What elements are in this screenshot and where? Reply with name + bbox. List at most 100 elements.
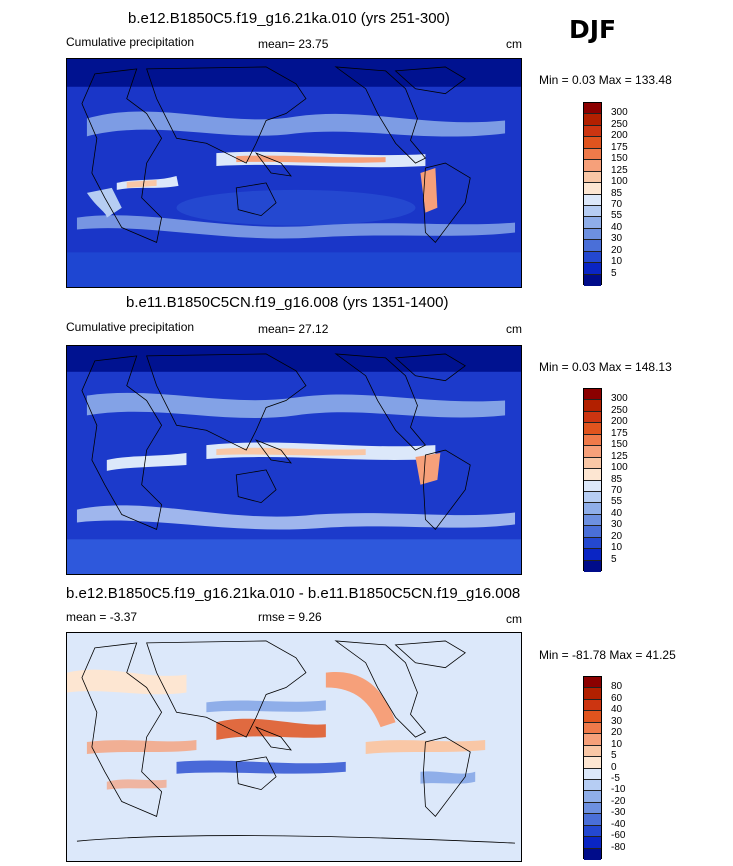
colorbar-swatch [584, 446, 601, 458]
colorbar-swatch [584, 745, 601, 758]
colorbar-tick-label: 10 [611, 256, 623, 268]
colorbar-tick-label: 300 [611, 393, 628, 405]
rmse-label: rmse = 9.26 [258, 610, 322, 624]
colorbar-swatch [584, 205, 601, 218]
colorbar-tick-label: 175 [611, 427, 628, 439]
colorbar-tick-label: 40 [611, 704, 623, 716]
colorbar-tick-label: 200 [611, 416, 628, 428]
colorbar-tick-label: 175 [611, 141, 628, 153]
colorbar-swatch [584, 722, 601, 735]
colorbar-swatch [584, 699, 601, 712]
colorbar-swatch [584, 677, 601, 689]
colorbar-swatch [584, 688, 601, 700]
colorbar-swatch [584, 434, 601, 447]
colorbar-tick-label: 150 [611, 439, 628, 451]
colorbar-tick-label: 30 [611, 233, 623, 245]
difference-map-graphic [67, 633, 521, 861]
min-max-label: Min = -81.78 Max = 41.25 [539, 648, 676, 662]
colorbar-tick-label: 40 [611, 221, 623, 233]
units-label: cm [506, 37, 522, 51]
difference-map [66, 632, 522, 862]
colorbar-swatch [584, 537, 601, 550]
colorbar-swatch [584, 240, 601, 252]
colorbar-swatch [584, 549, 601, 561]
variable-label: Cumulative precipitation [66, 320, 195, 334]
mean-label: mean= 23.75 [258, 37, 329, 51]
precip-map-graphic [67, 59, 521, 287]
colorbar-tick-label: 60 [611, 692, 623, 704]
colorbar-swatch [584, 400, 601, 412]
colorbar-tick-label: 100 [611, 176, 628, 188]
colorbar-swatch [584, 791, 601, 803]
panel-title: b.e11.B1850C5CN.f19_g16.008 (yrs 1351-14… [126, 294, 449, 311]
colorbar-tick-label: 125 [611, 164, 628, 176]
colorbar-swatch [584, 217, 601, 229]
colorbar-swatch [584, 274, 601, 286]
colorbar-tick-label: 80 [611, 681, 623, 693]
colorbar-tick-label: -20 [611, 795, 626, 807]
colorbar-swatch [584, 423, 601, 435]
colorbar-swatch [584, 757, 601, 769]
colorbar [583, 388, 602, 572]
mean-label: mean= 27.12 [258, 322, 329, 336]
colorbar-tick-label: 70 [611, 484, 623, 496]
colorbar-swatch [584, 263, 601, 275]
colorbar-tick-label: 200 [611, 130, 628, 142]
colorbar-swatch [584, 228, 601, 241]
colorbar-swatch [584, 560, 601, 572]
colorbar [583, 676, 602, 860]
colorbar-swatch [584, 137, 601, 149]
colorbar-tick-label: 70 [611, 198, 623, 210]
colorbar-swatch [584, 411, 601, 424]
colorbar-swatch [584, 171, 601, 184]
colorbar-tick-label: -80 [611, 841, 626, 853]
colorbar-tick-label: 125 [611, 450, 628, 462]
colorbar-tick-label: 250 [611, 404, 628, 416]
min-max-label: Min = 0.03 Max = 133.48 [539, 73, 672, 87]
colorbar-swatch [584, 469, 601, 481]
colorbar-tick-label: 40 [611, 507, 623, 519]
variable-label: Cumulative precipitation [66, 35, 195, 49]
colorbar-tick-label: 85 [611, 187, 623, 199]
panel-title: b.e12.B1850C5.f19_g16.21ka.010 - b.e11.B… [66, 585, 521, 602]
colorbar-swatch [584, 251, 601, 264]
mean-label: mean = -3.37 [66, 610, 138, 624]
colorbar-swatch [584, 526, 601, 538]
colorbar-swatch [584, 825, 601, 838]
colorbar-tick-label: 30 [611, 715, 623, 727]
season-label: DJF [569, 15, 617, 44]
colorbar-tick-label: -60 [611, 830, 626, 842]
colorbar-tick-label: 150 [611, 153, 628, 165]
colorbar-swatch [584, 457, 601, 470]
colorbar-swatch [584, 125, 601, 138]
colorbar-swatch [584, 711, 601, 723]
colorbar-swatch [584, 779, 601, 792]
min-max-label: Min = 0.03 Max = 148.13 [539, 360, 672, 374]
colorbar-tick-label: 100 [611, 462, 628, 474]
colorbar-tick-label: 20 [611, 530, 623, 542]
colorbar-swatch [584, 183, 601, 195]
colorbar-tick-label: -30 [611, 807, 626, 819]
colorbar-tick-label: 5 [611, 553, 617, 565]
precip-map [66, 58, 522, 288]
precip-map [66, 345, 522, 575]
colorbar-swatch [584, 503, 601, 515]
colorbar-tick-label: 250 [611, 118, 628, 130]
colorbar-swatch [584, 480, 601, 492]
colorbar-swatch [584, 389, 601, 401]
colorbar-swatch [584, 802, 601, 815]
colorbar-swatch [584, 848, 601, 860]
units-label: cm [506, 612, 522, 626]
colorbar-tick-label: 85 [611, 473, 623, 485]
colorbar-tick-label: 20 [611, 244, 623, 256]
units-label: cm [506, 322, 522, 336]
colorbar-swatch [584, 768, 601, 780]
panel-title: b.e12.B1850C5.f19_g16.21ka.010 (yrs 251-… [128, 10, 450, 27]
colorbar [583, 102, 602, 286]
colorbar-swatch [584, 160, 601, 172]
colorbar-swatch [584, 491, 601, 504]
colorbar-tick-label: -10 [611, 784, 626, 796]
colorbar-tick-label: 5 [611, 750, 617, 762]
colorbar-swatch [584, 114, 601, 126]
precip-map-graphic [67, 346, 521, 574]
